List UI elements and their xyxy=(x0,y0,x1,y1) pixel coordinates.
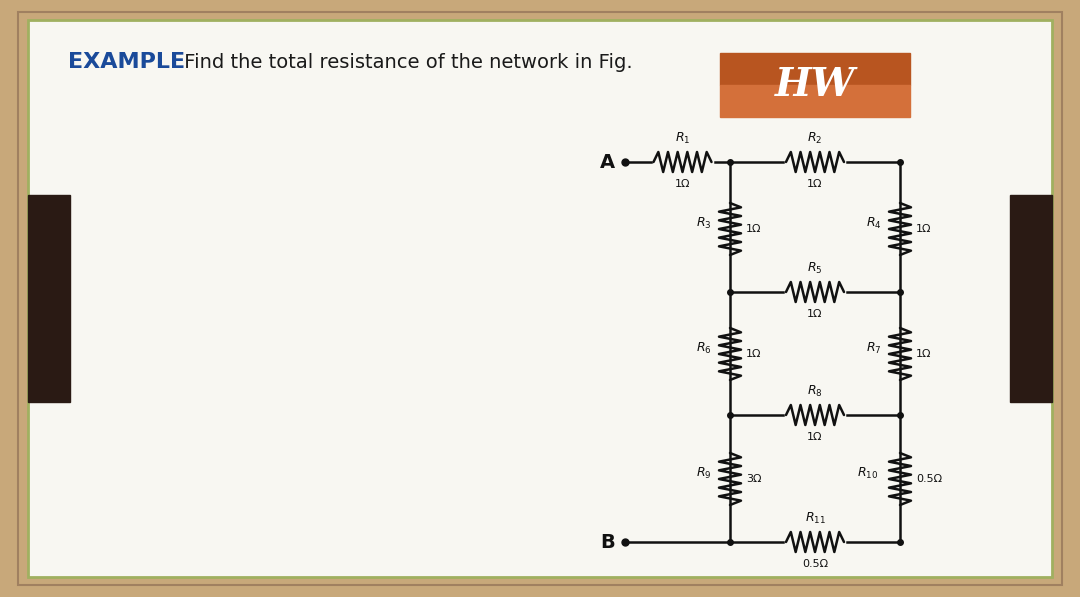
Text: B: B xyxy=(600,533,615,552)
Text: $R_3$: $R_3$ xyxy=(697,216,712,230)
Text: $R_2$: $R_2$ xyxy=(808,131,823,146)
Text: A: A xyxy=(599,152,615,171)
Text: $R_8$: $R_8$ xyxy=(807,384,823,399)
Text: $R_6$: $R_6$ xyxy=(697,340,712,356)
Bar xyxy=(720,53,910,85)
Text: 3Ω: 3Ω xyxy=(746,474,761,484)
Text: 0.5Ω: 0.5Ω xyxy=(802,559,828,569)
Bar xyxy=(1010,195,1052,402)
Text: 1Ω: 1Ω xyxy=(675,179,690,189)
Text: 1Ω: 1Ω xyxy=(916,349,931,359)
Text: 1Ω: 1Ω xyxy=(807,309,823,319)
Text: EXAMPLE: EXAMPLE xyxy=(68,52,185,72)
Bar xyxy=(28,195,70,402)
Text: 1Ω: 1Ω xyxy=(746,349,761,359)
Text: 0.5Ω: 0.5Ω xyxy=(916,474,942,484)
Text: 1Ω: 1Ω xyxy=(807,179,823,189)
Text: $R_4$: $R_4$ xyxy=(866,216,882,230)
Text: $R_{11}$: $R_{11}$ xyxy=(805,511,825,526)
Text: 1Ω: 1Ω xyxy=(807,432,823,442)
Text: HW: HW xyxy=(774,66,855,103)
Text: $R_5$: $R_5$ xyxy=(807,261,823,276)
Text: 1Ω: 1Ω xyxy=(746,224,761,234)
Text: $R_7$: $R_7$ xyxy=(866,340,882,356)
Text: 1Ω: 1Ω xyxy=(916,224,931,234)
Text: $R_1$: $R_1$ xyxy=(675,131,690,146)
Text: $R_{10}$: $R_{10}$ xyxy=(856,466,878,481)
Text: $R_9$: $R_9$ xyxy=(697,466,712,481)
Bar xyxy=(720,85,910,117)
Text: Find the total resistance of the network in Fig.: Find the total resistance of the network… xyxy=(178,53,633,72)
